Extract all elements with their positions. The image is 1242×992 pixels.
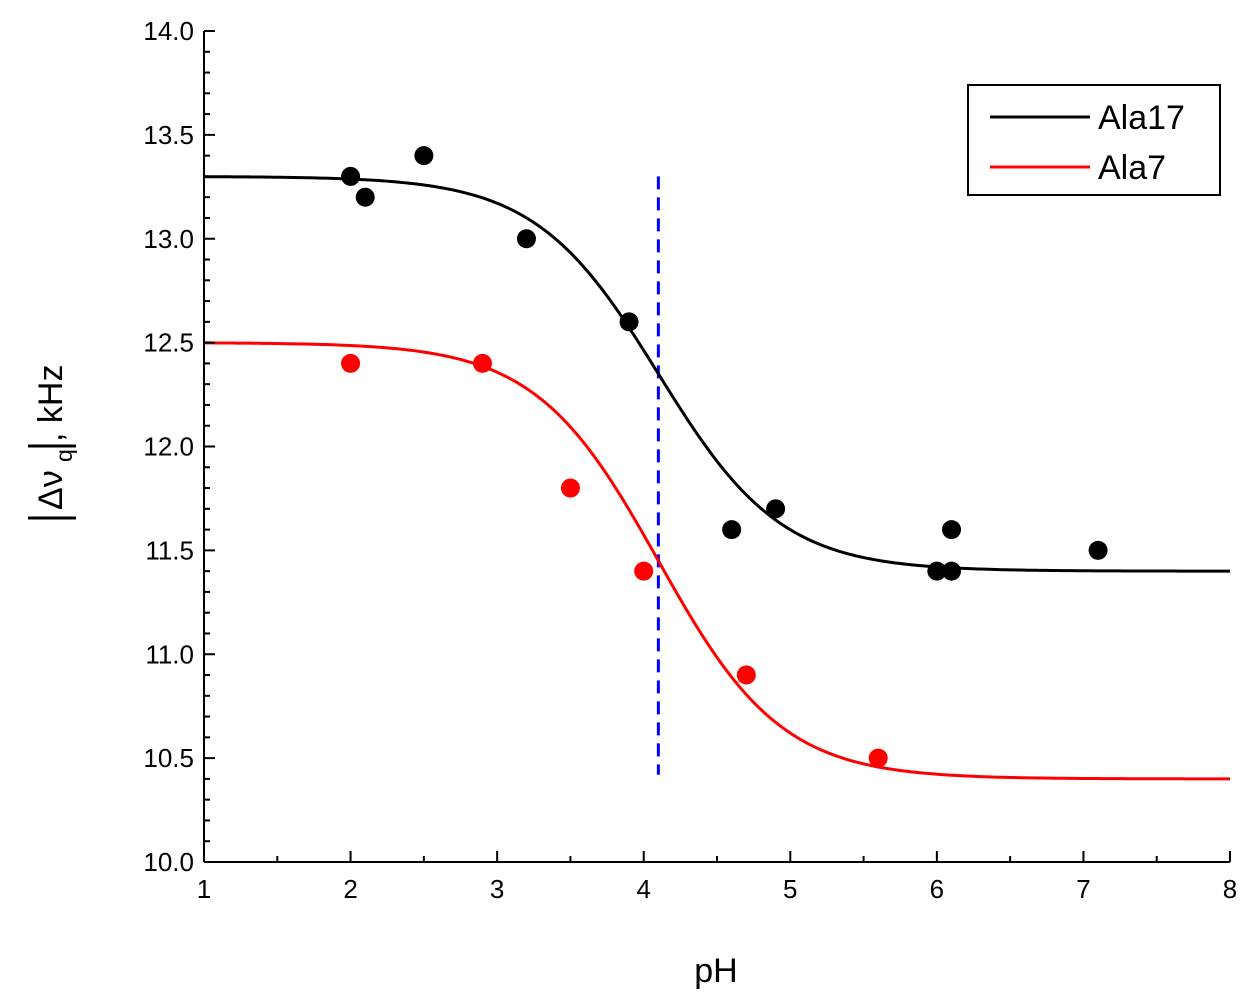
legend-box — [967, 84, 1221, 196]
data-point-ala7 — [736, 665, 756, 685]
x-tick-label: 5 — [783, 874, 797, 904]
y-tick-label: 12.5 — [143, 328, 194, 358]
data-point-ala7 — [868, 748, 888, 768]
data-point-ala17 — [1088, 540, 1108, 560]
y-axis-title: Δν q , kHz — [28, 365, 77, 520]
x-axis-title: pH — [694, 952, 737, 990]
y-tick-label: 10.5 — [143, 743, 194, 773]
data-point-ala17 — [942, 561, 962, 581]
x-tick-label: 1 — [197, 874, 211, 904]
legend-label: Ala7 — [1098, 149, 1166, 187]
data-point-ala17 — [341, 166, 361, 186]
data-point-ala17 — [722, 520, 742, 540]
data-point-ala17 — [619, 312, 639, 332]
legend: Ala17 Ala7 — [967, 84, 1221, 196]
data-point-ala17 — [766, 499, 786, 519]
y-tick-label: 14.0 — [143, 16, 194, 46]
y-tick-label: 13.0 — [143, 224, 194, 254]
data-point-ala17 — [927, 561, 947, 581]
fit-curve-ala17 — [203, 175, 1230, 573]
y-tick-label: 11.0 — [145, 639, 194, 669]
x-tick-label: 7 — [1076, 874, 1090, 904]
y-axis-unit: , kHz — [32, 365, 70, 442]
data-point-ala17 — [942, 520, 962, 540]
fit-curve-ala7 — [203, 341, 1230, 781]
x-tick-label: 4 — [636, 874, 650, 904]
data-point-ala7 — [472, 353, 492, 373]
x-tick-label: 8 — [1223, 874, 1237, 904]
y-axis-subscript: q — [51, 449, 77, 462]
data-point-ala17 — [516, 229, 536, 249]
data-point-ala17 — [355, 187, 375, 207]
data-point-ala17 — [414, 146, 434, 166]
x-tick-label: 6 — [930, 874, 944, 904]
y-tick-label: 13.5 — [143, 120, 194, 150]
y-tick-label: 11.5 — [145, 535, 194, 565]
legend-label: Ala17 — [1098, 99, 1185, 137]
x-tick-label: 3 — [490, 874, 504, 904]
y-tick-label: 10.0 — [143, 847, 194, 877]
y-tick-label: 12.0 — [143, 432, 194, 462]
data-point-ala7 — [341, 353, 361, 373]
x-tick-label: 2 — [343, 874, 357, 904]
plot-area — [203, 146, 1230, 781]
data-point-ala7 — [560, 478, 580, 498]
y-axis-symbol: Δν — [32, 470, 70, 510]
axes: 1 2 3 4 5 6 7 8 10.0 10.5 11.0 11.5 12.0 12.5 13.0 13.5… — [143, 16, 1237, 904]
data-point-ala7 — [634, 561, 654, 581]
